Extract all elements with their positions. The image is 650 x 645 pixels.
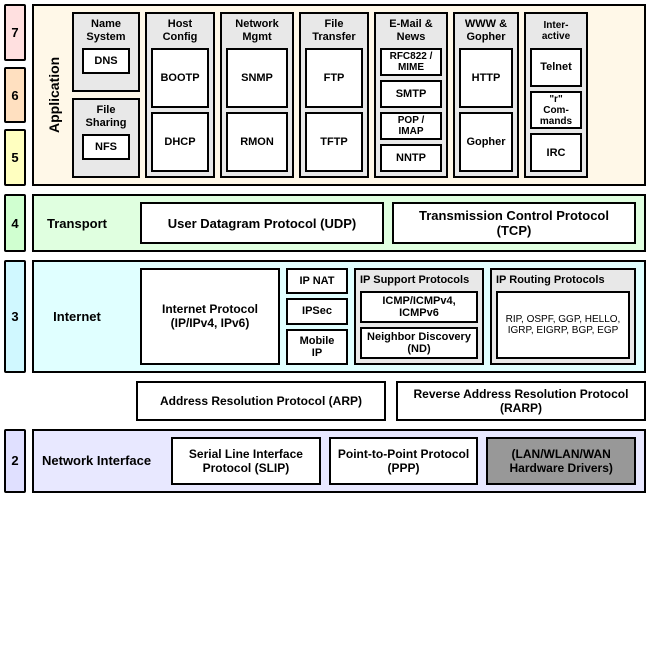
name-system-group: Name System DNS: [72, 12, 140, 92]
routing-list-box: RIP, OSPF, GGP, HELLO, IGRP, EIGRP, BGP,…: [496, 291, 630, 359]
arp-row: Address Resolution Protocol (ARP) Revers…: [4, 381, 646, 421]
ppp-box: Point-to-Point Protocol (PPP): [329, 437, 479, 485]
ip-support-title: IP Support Protocols: [360, 274, 469, 287]
file-sharing-group: File Sharing NFS: [72, 98, 140, 178]
arp-box: Address Resolution Protocol (ARP): [136, 381, 386, 421]
osi-2: 2: [4, 429, 26, 493]
nntp-box: NNTP: [380, 144, 442, 172]
osi-6: 6: [4, 67, 26, 124]
rfc822-box: RFC822 / MIME: [380, 48, 442, 76]
ip-routing-group: IP Routing Protocols RIP, OSPF, GGP, HEL…: [490, 268, 636, 365]
rarp-box: Reverse Address Resolution Protocol (RAR…: [396, 381, 646, 421]
transport-label: Transport: [42, 202, 112, 244]
tftp-box: TFTP: [305, 112, 363, 172]
mobileip-box: Mobile IP: [286, 329, 348, 365]
osi-4: 4: [4, 194, 26, 252]
email-news-group: E-Mail & News RFC822 / MIME SMTP POP / I…: [374, 12, 448, 178]
snmp-box: SNMP: [226, 48, 288, 108]
application-layer: Application Name System DNS File Sharing…: [32, 4, 646, 186]
nfs-box: NFS: [82, 134, 130, 160]
file-transfer-group: File Transfer FTP TFTP: [299, 12, 369, 178]
network-mgmt-group: Network Mgmt SNMP RMON: [220, 12, 294, 178]
osi-nums-app: 7 6 5: [4, 4, 26, 186]
host-config-title: Host Config: [151, 18, 209, 44]
internet-label: Internet: [42, 268, 112, 365]
bootp-box: BOOTP: [151, 48, 209, 108]
hw-drivers-box: (LAN/WLAN/WAN Hardware Drivers): [486, 437, 636, 485]
slip-box: Serial Line Interface Protocol (SLIP): [171, 437, 321, 485]
osi-nums-netif: 2: [4, 429, 26, 493]
irc-box: IRC: [530, 133, 582, 172]
icmp-box: ICMP/ICMPv4, ICMPv6: [360, 291, 478, 323]
application-label: Application: [42, 12, 66, 178]
ftp-box: FTP: [305, 48, 363, 108]
ipsec-box: IPSec: [286, 298, 348, 324]
email-news-title: E-Mail & News: [380, 18, 442, 44]
network-mgmt-title: Network Mgmt: [226, 18, 288, 44]
osi-7: 7: [4, 4, 26, 61]
host-config-group: Host Config BOOTP DHCP: [145, 12, 215, 178]
www-gopher-group: WWW & Gopher HTTP Gopher: [453, 12, 519, 178]
rcommands-box: "r" Com- mands: [530, 91, 582, 130]
dhcp-box: DHCP: [151, 112, 209, 172]
netif-label: Network Interface: [42, 437, 151, 485]
interactive-group: Inter- active Telnet "r" Com- mands IRC: [524, 12, 588, 178]
nd-box: Neighbor Discovery (ND): [360, 327, 478, 359]
smtp-box: SMTP: [380, 80, 442, 108]
pop-imap-box: POP / IMAP: [380, 112, 442, 140]
http-box: HTTP: [459, 48, 513, 108]
interactive-title: Inter- active: [530, 18, 582, 44]
www-gopher-title: WWW & Gopher: [459, 18, 513, 44]
tcp-box: Transmission Control Protocol (TCP): [392, 202, 636, 244]
udp-box: User Datagram Protocol (UDP): [140, 202, 384, 244]
netif-row: 2 Network Interface Serial Line Interfac…: [4, 429, 646, 493]
ip-box: Internet Protocol (IP/IPv4, IPv6): [140, 268, 280, 365]
gopher-box: Gopher: [459, 112, 513, 172]
osi-3: 3: [4, 260, 26, 373]
internet-layer: Internet Internet Protocol (IP/IPv4, IPv…: [32, 260, 646, 373]
netif-layer: Network Interface Serial Line Interface …: [32, 429, 646, 493]
telnet-box: Telnet: [530, 48, 582, 87]
osi-nums-transport: 4: [4, 194, 26, 252]
internet-row: 3 Internet Internet Protocol (IP/IPv4, I…: [4, 260, 646, 373]
dns-box: DNS: [82, 48, 130, 74]
name-system-title: Name System: [78, 18, 134, 44]
osi-5: 5: [4, 129, 26, 186]
ipnat-box: IP NAT: [286, 268, 348, 294]
transport-layer: Transport User Datagram Protocol (UDP) T…: [32, 194, 646, 252]
ip-routing-title: IP Routing Protocols: [496, 274, 605, 287]
rmon-box: RMON: [226, 112, 288, 172]
ip-support-group: IP Support Protocols ICMP/ICMPv4, ICMPv6…: [354, 268, 484, 365]
application-row: 7 6 5 Application Name System DNS File S…: [4, 4, 646, 186]
osi-nums-internet: 3: [4, 260, 26, 373]
transport-row: 4 Transport User Datagram Protocol (UDP)…: [4, 194, 646, 252]
file-transfer-title: File Transfer: [305, 18, 363, 44]
file-sharing-title: File Sharing: [78, 104, 134, 130]
